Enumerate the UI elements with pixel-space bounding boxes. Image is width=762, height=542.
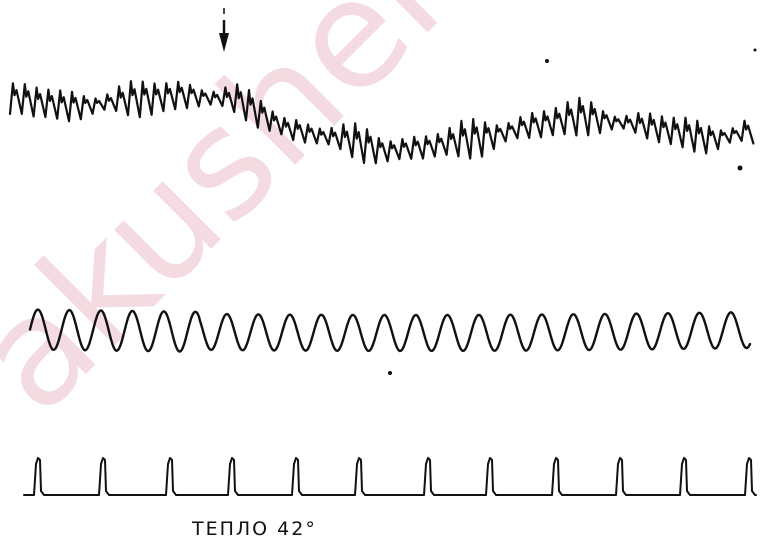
stimulus-marker-arrow <box>219 8 229 52</box>
watermark: akusher <box>0 0 487 445</box>
speck <box>737 165 743 171</box>
speck <box>753 48 757 52</box>
speck <box>388 371 392 375</box>
figure-caption: ТЕПЛО 42° <box>192 518 317 540</box>
trace-bottom <box>23 457 757 496</box>
trace-middle <box>28 308 752 353</box>
trace-top <box>8 80 755 165</box>
speck <box>545 59 549 63</box>
